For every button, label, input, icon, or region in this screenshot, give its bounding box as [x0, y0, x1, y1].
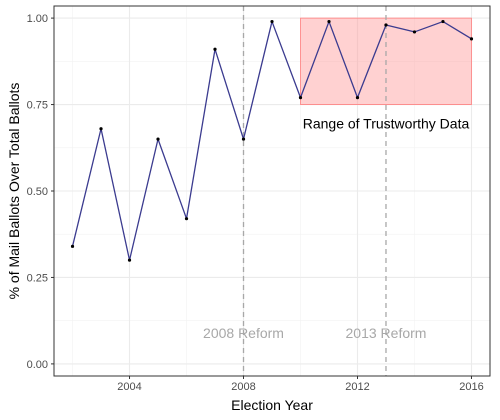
data-point: [156, 137, 160, 141]
data-point: [355, 96, 360, 100]
reference-label: 2008 Reform: [203, 325, 284, 341]
y-tick-label: 0.25: [27, 272, 48, 284]
x-tick-label: 2016: [459, 381, 483, 393]
data-point: [441, 19, 445, 24]
data-point: [469, 37, 474, 41]
data-point: [327, 19, 331, 24]
series-layer: [70, 19, 474, 262]
data-point: [270, 19, 274, 24]
data-point: [70, 244, 75, 248]
y-tick-label: 1.00: [27, 13, 48, 25]
data-point: [241, 137, 246, 141]
data-point: [184, 217, 189, 221]
annotations-layer: Range of Trustworthy Data 2008 Reform 201…: [203, 116, 469, 341]
x-tick-label: 2008: [231, 381, 255, 393]
y-axis-title: % of Mail Ballots Over Total Ballots: [6, 83, 22, 300]
reference-label: 2013 Reform: [346, 325, 427, 341]
data-point: [99, 127, 103, 131]
region-label: Range of Trustworthy Data: [303, 116, 470, 132]
y-tick-label: 0.50: [27, 186, 48, 198]
data-point: [213, 47, 217, 51]
data-point: [384, 23, 388, 27]
y-tick-label: 0.00: [27, 359, 48, 371]
data-point: [412, 30, 417, 34]
tick-labels-layer: 2004 2008 2012 2016 0.00 0.25 0.50 0.75 1.00: [27, 13, 484, 393]
x-tick-label: 2012: [345, 381, 369, 393]
data-point: [127, 258, 132, 262]
y-tick-label: 0.75: [27, 100, 48, 112]
data-point: [298, 96, 303, 100]
x-tick-label: 2004: [117, 381, 141, 393]
x-axis-title: Election Year: [231, 397, 313, 413]
reference-lines-layer: [242, 6, 387, 376]
